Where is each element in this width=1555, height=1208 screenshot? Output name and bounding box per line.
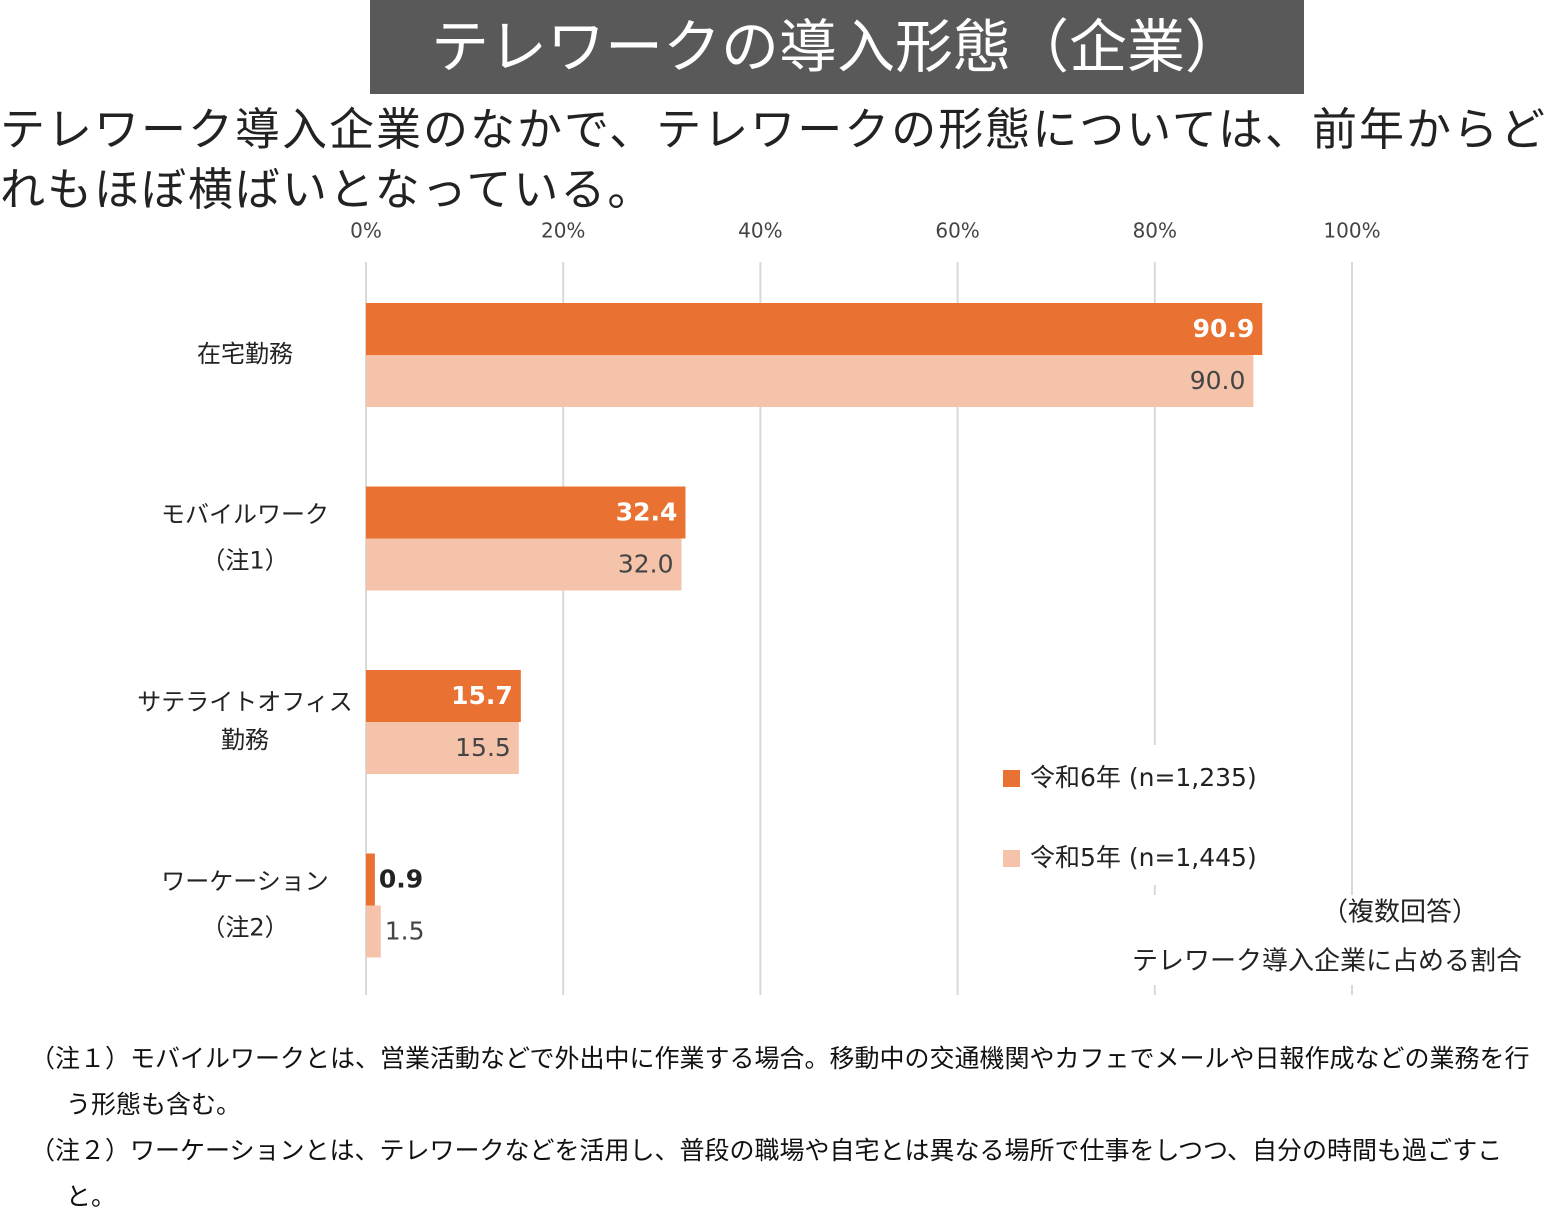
bar <box>366 303 1263 355</box>
bar <box>366 853 375 906</box>
note-label: （注１） <box>30 1044 131 1073</box>
chart-subtitle: テレワーク導入企業のなかで、テレワークの形態については、前年からどれもほぼ横ばい… <box>0 103 1547 216</box>
x-tick-label: 20% <box>541 219 585 243</box>
bar <box>366 538 682 591</box>
bar <box>366 905 381 958</box>
note: （注１）モバイルワークとは、営業活動などで外出中に作業する場合。移動中の交通機関… <box>30 1036 1530 1128</box>
x-tick-label: 40% <box>738 219 782 243</box>
y-tick-label: （注1） <box>201 547 288 575</box>
chart-title: テレワークの導入形態（企業） <box>370 0 1304 94</box>
value-label: 15.7 <box>451 681 513 710</box>
x-tick-label: 80% <box>1133 219 1177 243</box>
note-label: （注２） <box>30 1136 131 1165</box>
value-label: 90.9 <box>1193 314 1255 343</box>
bar <box>366 722 519 774</box>
y-tick-label: サテライトオフィス <box>137 688 353 716</box>
annotation-background <box>1060 895 1540 985</box>
bar <box>366 355 1254 407</box>
y-tick-label: 勤務 <box>221 726 269 754</box>
y-tick-label: 在宅勤務 <box>197 340 293 368</box>
y-tick-label: （注2） <box>201 914 288 942</box>
note-text: モバイルワークとは、営業活動などで外出中に作業する場合。移動中の交通機関やカフェ… <box>66 1044 1530 1119</box>
note-text: ワーケーションとは、テレワークなどを活用し、普段の職場や自宅とは異なる場所で仕事… <box>66 1136 1503 1208</box>
value-label: 15.5 <box>455 733 511 762</box>
x-tick-label: 100% <box>1323 219 1380 243</box>
annotation: テレワーク導入企業に占める割合 <box>1132 947 1522 977</box>
x-tick-label: 0% <box>350 219 382 243</box>
legend-background <box>990 745 1290 885</box>
legend-label: 令和5年 (n=1,445) <box>1030 843 1257 872</box>
value-label: 90.0 <box>1190 366 1246 395</box>
legend-label: 令和6年 (n=1,235) <box>1030 763 1257 792</box>
value-label: 1.5 <box>385 917 425 946</box>
y-tick-label: モバイルワーク <box>161 501 329 529</box>
bar <box>366 486 686 539</box>
notes: （注１）モバイルワークとは、営業活動などで外出中に作業する場合。移動中の交通機関… <box>30 1036 1530 1208</box>
note: （注２）ワーケーションとは、テレワークなどを活用し、普段の職場や自宅とは異なる場… <box>30 1128 1530 1208</box>
bar <box>366 670 521 722</box>
value-label: 32.0 <box>618 550 674 579</box>
value-label: 32.4 <box>616 498 678 527</box>
y-tick-label: ワーケーション <box>161 868 329 896</box>
x-tick-label: 60% <box>935 219 979 243</box>
value-label: 0.9 <box>379 865 423 894</box>
legend-swatch <box>1003 850 1020 867</box>
annotation: （複数回答） <box>1322 898 1478 928</box>
legend-swatch <box>1003 770 1020 787</box>
